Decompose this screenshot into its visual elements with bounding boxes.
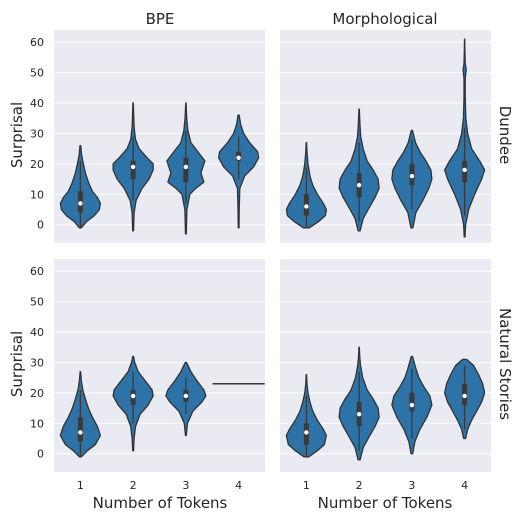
violin-median-1 (304, 430, 309, 435)
y-tick-label: 10 (30, 188, 44, 201)
row-title-natural-stories: Natural Stories (496, 308, 514, 420)
panel-natural-stories-bpe: 0 10 20 30 40 50 60 1 2 3 4 (30, 259, 265, 492)
violin-median-3 (183, 393, 189, 399)
y-tick-label: 20 (30, 158, 44, 171)
violin-median-1 (78, 201, 83, 206)
x-tick-label: 2 (356, 479, 363, 492)
violin-median-3 (183, 164, 189, 170)
x-tick-label: 4 (461, 479, 468, 492)
y-tick-label: 30 (30, 127, 44, 140)
panel-dundee-bpe: 0 10 20 30 40 50 60 (30, 30, 265, 243)
x-tick-label: 1 (77, 479, 84, 492)
y-tick-label: 0 (37, 219, 44, 232)
row-title-dundee: Dundee (496, 106, 514, 165)
x-tick-label: 3 (182, 479, 189, 492)
x-tick-label: 2 (130, 479, 137, 492)
violin-median-2 (356, 182, 362, 188)
x-tick-label: 3 (408, 479, 415, 492)
violin-median-3 (409, 402, 415, 408)
violin-median-4 (462, 393, 467, 399)
y-tick-label: 50 (30, 296, 44, 309)
violin-iqr-box-3 (183, 157, 189, 183)
violin-median-4 (236, 155, 241, 160)
y-tick-label: 10 (30, 417, 44, 430)
y-tick-label: 20 (30, 387, 44, 400)
violin-iqr-box-2 (130, 160, 136, 180)
panel-dundee-morphological (280, 30, 491, 243)
violin-median-1 (304, 204, 309, 209)
y-tick-label: 50 (30, 67, 44, 80)
panel-natural-stories-morphological: 1 2 3 4 (280, 259, 491, 492)
x-tick-label: 1 (303, 479, 310, 492)
x-axis-label-right: Number of Tokens (318, 494, 453, 512)
y-tick-label: 60 (30, 36, 44, 49)
y-axis-label-top: Surprisal (8, 102, 26, 168)
violin-median-4 (462, 167, 467, 173)
col-title-bpe: BPE (146, 10, 175, 28)
y-tick-label: 40 (30, 97, 44, 110)
y-axis-label-bottom: Surprisal (8, 331, 26, 397)
x-axis-label-left: Number of Tokens (93, 494, 228, 512)
col-title-morphological: Morphological (332, 10, 437, 28)
violin-median-1 (78, 430, 83, 435)
y-tick-label: 40 (30, 326, 44, 339)
violin-iqr-box-3 (409, 392, 415, 412)
violin-iqr-box-1 (77, 417, 83, 442)
violin-median-3 (409, 173, 415, 179)
violin-median-2 (356, 411, 362, 417)
y-tick-label: 60 (30, 265, 44, 278)
violin-median-2 (130, 164, 136, 170)
y-tick-label: 0 (37, 448, 44, 461)
y-tick-label: 30 (30, 356, 44, 369)
violin-median-2 (130, 393, 136, 399)
x-tick-label: 4 (235, 479, 242, 492)
